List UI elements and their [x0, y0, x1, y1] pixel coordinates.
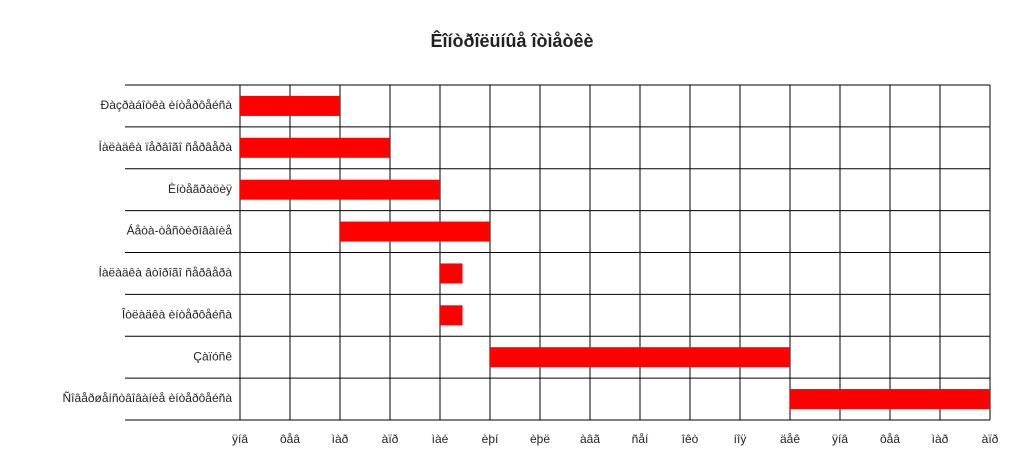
x-tick-label: äåê — [780, 432, 800, 446]
y-tick-label: Îòëàäêà èíòåðôåéñà — [121, 306, 232, 321]
task-bar — [240, 179, 440, 200]
task-bar — [440, 305, 463, 326]
x-tick-label: ÿíâ — [832, 432, 848, 446]
task-bar — [240, 137, 390, 158]
task-bar — [340, 221, 490, 242]
task-bar — [240, 95, 340, 116]
y-tick-label: Áåòà-òåñòèðîâàíèå — [127, 223, 233, 238]
x-tick-label: àïð — [982, 432, 999, 446]
x-tick-label: ìàð — [932, 432, 949, 446]
x-tick-label: îêò — [681, 432, 699, 446]
x-tick-label: àïð — [382, 432, 399, 446]
y-tick-label: Èíòåãðàöèÿ — [168, 181, 232, 196]
task-bar — [490, 347, 790, 368]
x-tick-label: ôåâ — [880, 432, 900, 446]
x-tick-label: ôåâ — [280, 432, 300, 446]
task-bar — [440, 263, 463, 284]
x-tick-label: àâã — [580, 432, 600, 446]
x-tick-label: ìàð — [332, 432, 349, 446]
task-bar — [790, 389, 990, 410]
y-tick-label: Íàëàäêà âòîðîãî ñåðâåðà — [99, 265, 233, 280]
x-tick-label: ÿíâ — [232, 432, 248, 446]
y-tick-label: Çàïóñê — [193, 349, 232, 363]
y-tick-label: Ñîâåðøåíñòâîâàíèå èíòåðôåéñà — [63, 391, 233, 405]
x-tick-label: ìàé — [432, 432, 449, 446]
x-tick-label: íîÿ — [734, 432, 747, 446]
x-tick-label: èþë — [530, 432, 550, 446]
x-tick-label: ñåí — [632, 432, 649, 446]
x-tick-label: èþí — [482, 432, 499, 446]
y-tick-label: Ðàçðàáîòêà èíòåðôåéñà — [101, 98, 233, 112]
chart-title: Êîíòðîëüíûå îòìåòêè — [430, 30, 593, 51]
y-tick-label: Íàëàäêà ïåðâîãî ñåðâåðà — [99, 139, 233, 154]
